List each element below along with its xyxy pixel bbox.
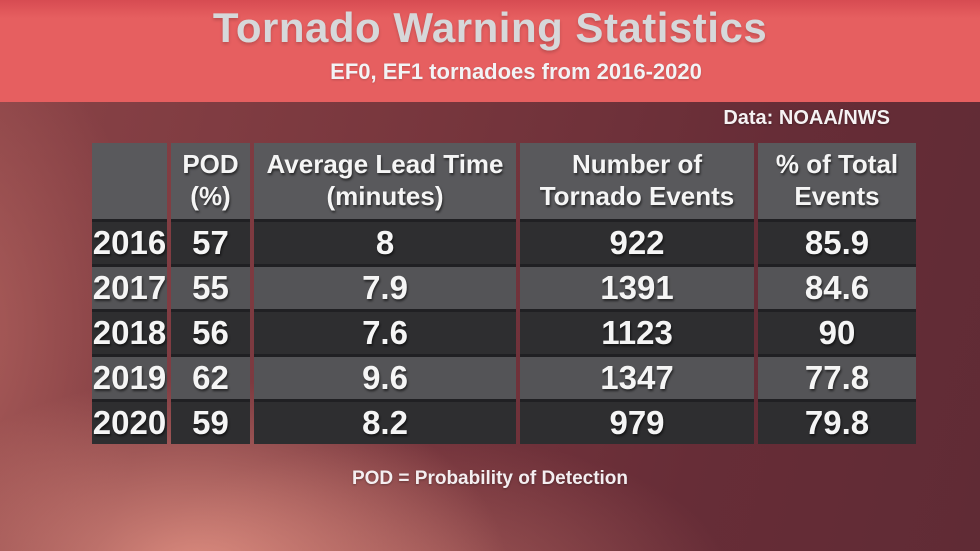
cell-2017-lead-time: 7.9 [254, 264, 516, 309]
cell-2020-pct-total: 79.8 [758, 399, 916, 444]
header-cell-lead-time: Average Lead Time (minutes) [254, 143, 516, 219]
cell-2016-lead-time: 8 [254, 219, 516, 264]
row-label-2018: 2018 [92, 309, 167, 354]
cell-2016-events: 922 [520, 219, 754, 264]
cell-2018-lead-time: 7.6 [254, 309, 516, 354]
header-cell-pct-total: % of Total Events [758, 143, 916, 219]
subtitle: EF0, EF1 tornadoes from 2016-2020 [330, 59, 702, 84]
cell-2016-pct-total: 85.9 [758, 219, 916, 264]
row-label-2016: 2016 [92, 219, 167, 264]
footnote: POD = Probability of Detection [351, 468, 629, 489]
header-cell-corner [92, 143, 167, 219]
page-title: Tornado Warning Statistics [212, 4, 768, 51]
cell-2020-events: 979 [520, 399, 754, 444]
cell-2018-events: 1123 [520, 309, 754, 354]
cell-2017-pod: 55 [171, 264, 250, 309]
header-cell-events: Number of Tornado Events [520, 143, 754, 219]
cell-2019-events: 1347 [520, 354, 754, 399]
cell-2018-pod: 56 [171, 309, 250, 354]
cell-2017-events: 1391 [520, 264, 754, 309]
cell-2018-pct-total: 90 [758, 309, 916, 354]
cell-2020-lead-time: 8.2 [254, 399, 516, 444]
cell-2019-lead-time: 9.6 [254, 354, 516, 399]
row-label-2019: 2019 [92, 354, 167, 399]
header-banner: Tornado Warning Statistics EF0, EF1 torn… [0, 0, 980, 102]
cell-2016-pod: 57 [171, 219, 250, 264]
row-label-2020: 2020 [92, 399, 167, 444]
cell-2017-pct-total: 84.6 [758, 264, 916, 309]
cell-2019-pod: 62 [171, 354, 250, 399]
data-source-label: Data: NOAA/NWS [723, 107, 890, 129]
cell-2019-pct-total: 77.8 [758, 354, 916, 399]
statistics-table: POD (%) Average Lead Time (minutes) Numb… [92, 143, 916, 444]
cell-2020-pod: 59 [171, 399, 250, 444]
row-label-2017: 2017 [92, 264, 167, 309]
header-cell-pod: POD (%) [171, 143, 250, 219]
